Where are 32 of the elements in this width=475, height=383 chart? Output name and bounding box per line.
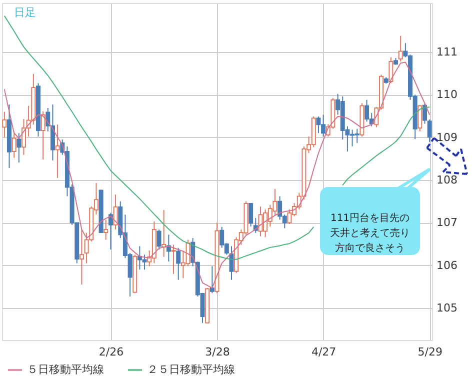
candlestick xyxy=(55,124,60,178)
candlestick xyxy=(156,229,162,250)
candlestick xyxy=(108,212,113,250)
candlestick xyxy=(398,35,403,62)
candlestick xyxy=(176,247,181,280)
legend-label: ５日移動平均線 xyxy=(27,363,104,376)
candlestick xyxy=(171,244,176,274)
x-tick-label: 2/26 xyxy=(98,346,124,358)
legend-label: ２５日移動平均線 xyxy=(147,363,235,376)
x-tick-label: 5/29 xyxy=(418,346,442,358)
annotation: 111円台を目先の天井と考えて売り方向で良さそう xyxy=(330,212,410,254)
x-tick-label: 3/28 xyxy=(205,346,230,358)
candlestick xyxy=(104,219,108,240)
candlestick xyxy=(12,130,16,158)
y-tick-label: 108 xyxy=(436,174,458,187)
y-tick-label: 105 xyxy=(436,302,458,315)
x-tick-label: 4/27 xyxy=(311,346,336,358)
candlestick xyxy=(16,132,22,164)
y-tick-label: 109 xyxy=(436,130,458,144)
candlestick xyxy=(113,194,118,230)
candlestick xyxy=(210,266,214,294)
candlestick xyxy=(248,202,254,228)
y-tick-label: 106 xyxy=(436,258,458,272)
candlestick xyxy=(40,110,46,160)
candlestick xyxy=(166,234,171,262)
y-tick-label: 110 xyxy=(436,88,458,102)
candlestick xyxy=(79,229,84,286)
candlestick xyxy=(388,56,394,84)
chart-title: 日足 xyxy=(14,6,36,19)
candlestick xyxy=(229,246,234,280)
y-tick-label: 107 xyxy=(436,216,458,230)
y-tick-label: 111 xyxy=(436,46,458,59)
